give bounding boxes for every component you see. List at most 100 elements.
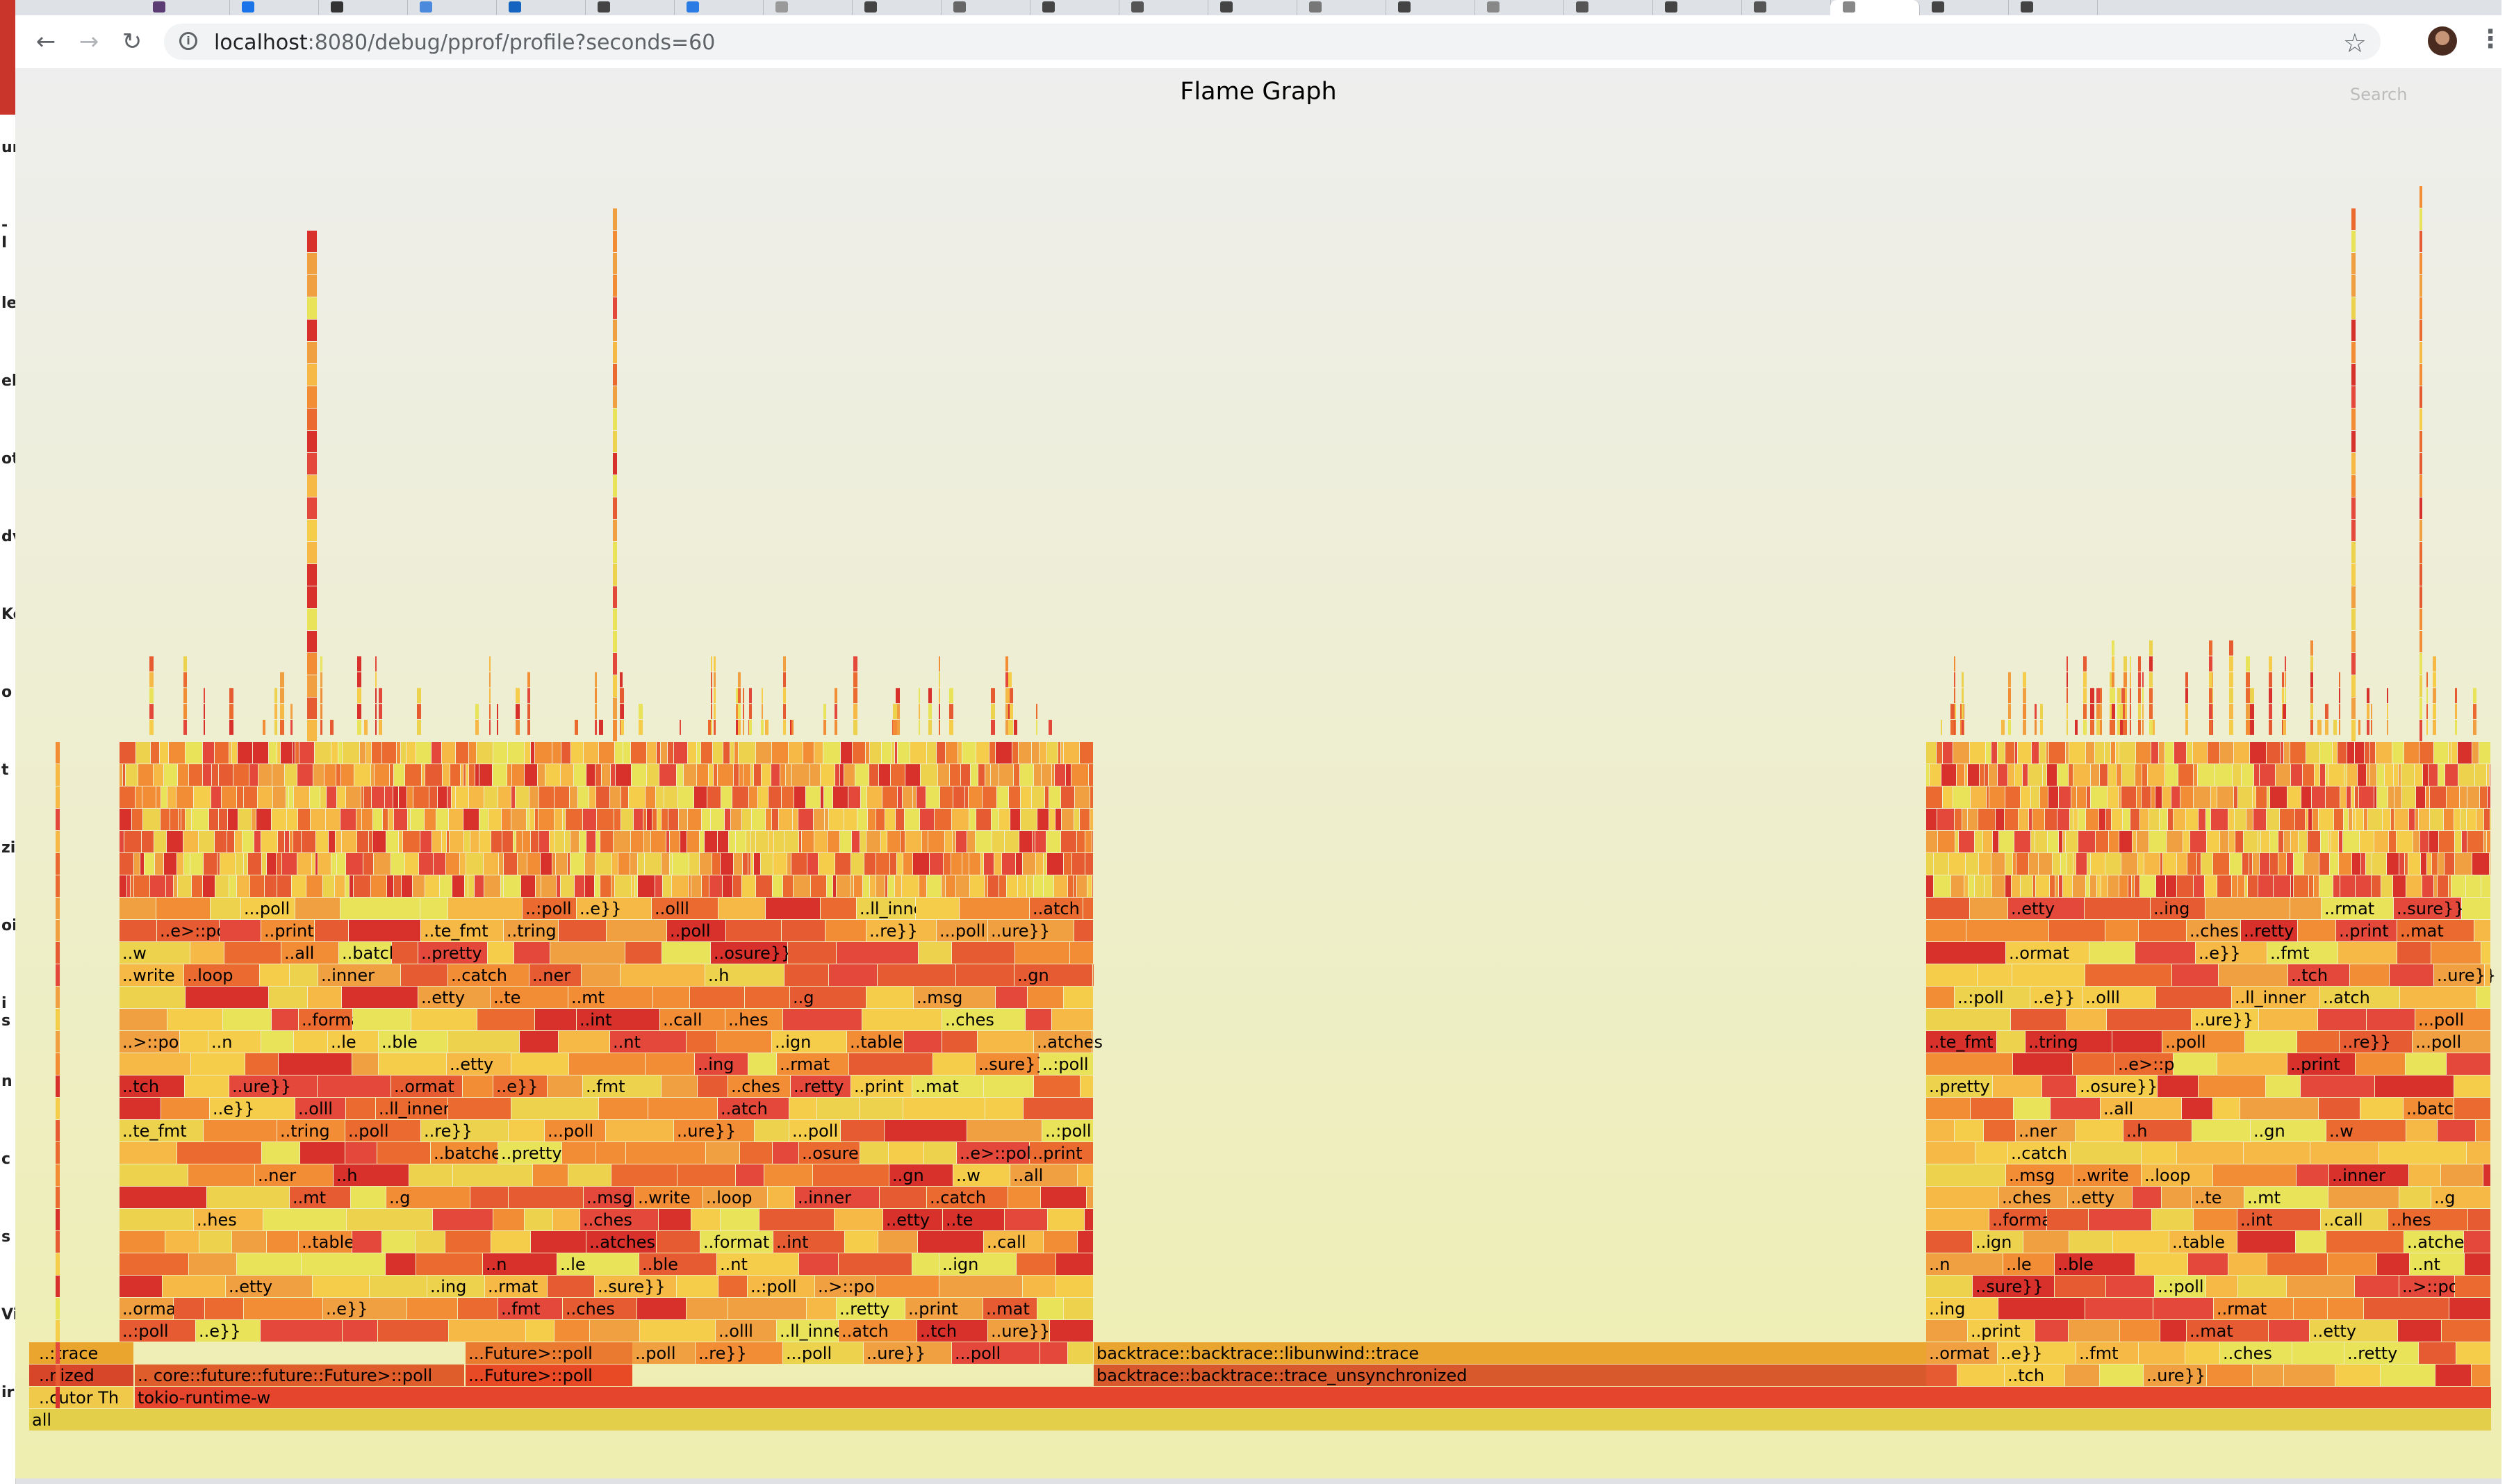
flame-frame[interactable] [2309,875,2313,897]
flame-spike-tall[interactable] [2419,275,2422,297]
flame-frame[interactable] [385,786,393,808]
flame-frame[interactable] [651,831,666,852]
flame-frame[interactable] [976,831,992,852]
flame-spike[interactable] [2367,688,2369,704]
flame-frame[interactable] [442,831,446,852]
flame-frame[interactable] [1094,1342,1940,1364]
flame-spike[interactable] [357,720,361,735]
flame-frame[interactable] [134,853,140,875]
flame-frame[interactable] [2438,1120,2475,1141]
flame-frame[interactable] [988,875,999,897]
flame-frame[interactable] [840,764,844,786]
flame-frame[interactable] [1926,1253,2003,1275]
flame-spike-tall[interactable] [307,475,317,497]
flame-frame[interactable] [1055,764,1065,786]
flame-frame[interactable] [2071,786,2076,808]
flame-frame[interactable] [290,1187,350,1208]
flame-frame[interactable] [232,742,237,764]
flame-spike[interactable] [2185,672,2188,688]
flame-frame[interactable] [1985,764,1988,786]
flame-frame[interactable] [2467,809,2476,830]
flame-frame[interactable] [189,1253,236,1275]
flame-frame[interactable] [700,853,712,875]
flame-spike[interactable] [2246,672,2250,688]
flame-spike[interactable] [1941,720,1942,735]
flame-frame[interactable] [166,875,173,897]
flame-frame[interactable] [559,1031,609,1053]
flame-frame[interactable] [711,809,724,830]
flame-frame[interactable] [2379,1142,2466,1164]
flame-frame[interactable] [777,1320,838,1342]
flame-frame[interactable] [2465,1253,2490,1275]
flame-frame[interactable] [570,853,584,875]
flame-frame[interactable] [2005,809,2018,830]
flame-frame[interactable] [150,875,165,897]
flame-frame[interactable] [466,1365,632,1386]
browser-tab[interactable] [763,0,853,15]
flame-spike[interactable] [2096,688,2100,704]
flame-spike[interactable] [2229,720,2233,735]
flame-frame[interactable] [1937,809,1954,830]
flame-frame[interactable] [336,764,340,786]
flame-frame[interactable] [205,1298,243,1319]
flame-frame[interactable] [2238,1276,2286,1297]
flame-frame[interactable] [479,764,492,786]
flame-frame[interactable] [734,764,739,786]
flame-spike[interactable] [2035,704,2037,719]
flame-frame[interactable] [758,786,768,808]
flame-frame[interactable] [2258,831,2260,852]
flame-frame[interactable] [2085,1298,2153,1319]
flame-frame[interactable] [2220,1342,2292,1364]
flame-frame[interactable] [469,742,476,764]
flame-frame[interactable] [1973,1231,2023,1253]
flame-spike[interactable] [375,656,377,672]
flame-frame[interactable] [552,853,555,875]
flame-frame[interactable] [2476,809,2483,830]
flame-frame[interactable] [432,742,441,764]
flame-frame[interactable] [120,1031,179,1053]
flame-frame[interactable] [2069,742,2085,764]
flame-frame[interactable] [299,1009,352,1030]
flame-frame[interactable] [688,742,696,764]
flame-spike[interactable] [2117,688,2121,704]
browser-tab[interactable] [1919,0,2009,15]
flame-frame[interactable] [2339,853,2351,875]
flame-spike-tall[interactable] [307,586,317,608]
flame-frame[interactable] [142,786,156,808]
flame-frame[interactable] [306,875,322,897]
flame-frame[interactable] [447,786,451,808]
flame-frame[interactable] [700,1231,773,1253]
flame-frame[interactable] [2029,809,2032,830]
flame-frame[interactable] [248,853,261,875]
flame-frame[interactable] [1978,964,2012,986]
flame-frame[interactable] [1968,764,1979,786]
flame-frame[interactable] [185,1075,229,1097]
flame-frame[interactable] [538,764,545,786]
flame-frame[interactable] [2430,809,2443,830]
flame-frame[interactable] [518,853,527,875]
flame-frame[interactable] [2199,809,2205,830]
flame-frame[interactable] [394,875,401,897]
flame-frame[interactable] [450,764,460,786]
flame-frame[interactable] [2294,875,2308,897]
flame-frame[interactable] [1061,786,1074,808]
flame-spike-tall[interactable] [307,542,317,563]
flame-spike[interactable] [527,672,530,688]
flame-spike[interactable] [263,720,265,735]
flame-frame[interactable] [570,786,577,808]
flame-spike[interactable] [783,704,786,719]
flame-frame[interactable] [228,809,238,830]
flame-frame[interactable] [416,1253,482,1275]
flame-frame[interactable] [1041,1187,1086,1208]
flame-spike[interactable] [2317,720,2322,735]
flame-frame[interactable] [996,742,1012,764]
browser-tab[interactable] [1119,0,1208,15]
flame-frame[interactable] [1955,1120,1983,1141]
flame-spike[interactable] [149,720,154,735]
flame-frame[interactable] [2329,1164,2408,1186]
flame-frame[interactable] [784,964,828,986]
flame-frame[interactable] [483,1253,557,1275]
flame-frame[interactable] [811,875,826,897]
flame-frame[interactable] [361,786,363,808]
flame-spike[interactable] [2339,704,2340,719]
